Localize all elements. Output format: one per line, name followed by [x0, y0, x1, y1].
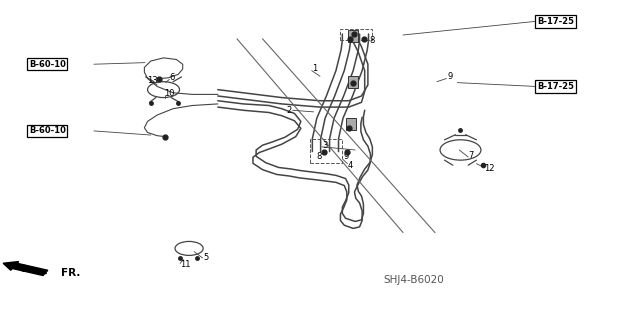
Text: SHJ4-B6020: SHJ4-B6020 [384, 275, 445, 285]
Text: 3: 3 [322, 141, 327, 150]
FancyArrow shape [3, 262, 48, 276]
Text: 4: 4 [348, 161, 353, 170]
Text: 9: 9 [344, 152, 349, 161]
Bar [348, 30, 358, 42]
Text: 7: 7 [468, 151, 474, 160]
Text: B-17-25: B-17-25 [537, 17, 574, 26]
Text: B-17-25: B-17-25 [537, 82, 574, 91]
Text: B-60-10: B-60-10 [29, 60, 66, 69]
Text: 13: 13 [148, 76, 158, 85]
Text: 6: 6 [170, 73, 175, 82]
Text: 9: 9 [448, 72, 453, 81]
Text: 12: 12 [484, 164, 495, 173]
Text: 8: 8 [316, 152, 321, 161]
Text: B-60-10: B-60-10 [29, 126, 66, 135]
Text: FR.: FR. [61, 268, 81, 278]
Text: 11: 11 [180, 260, 191, 270]
Text: 10: 10 [164, 89, 175, 98]
Bar [346, 118, 356, 130]
Text: 1: 1 [312, 64, 317, 73]
Text: 5: 5 [204, 254, 209, 263]
Bar [348, 76, 358, 88]
Bar [310, 139, 342, 163]
Text: 8: 8 [370, 36, 375, 45]
Text: 2: 2 [286, 106, 291, 115]
Bar [340, 29, 372, 41]
